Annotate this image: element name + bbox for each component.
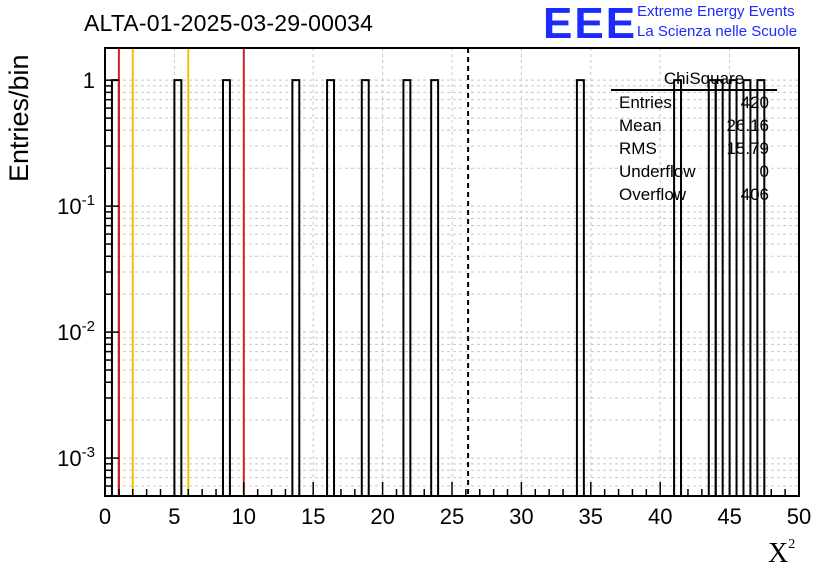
histogram-bar bbox=[714, 79, 724, 496]
histogram-bar bbox=[173, 79, 183, 496]
x-axis-label-base: X bbox=[768, 538, 789, 569]
stats-rows: Entries 420 Mean 26.16 RMS 15.79 Underflow 0 Ove… bbox=[611, 91, 777, 206]
x-tick-label: 35 bbox=[579, 504, 603, 529]
reference-lines bbox=[117, 48, 470, 496]
histogram-bar bbox=[742, 79, 752, 496]
stats-value: 420 bbox=[740, 93, 769, 112]
stats-row: Entries 420 bbox=[611, 91, 777, 114]
grid bbox=[105, 48, 799, 497]
histogram-bar bbox=[402, 79, 412, 496]
x-tick-label: 10 bbox=[232, 504, 256, 529]
stats-value: 0 bbox=[759, 162, 769, 181]
stats-row: Overflow 406 bbox=[611, 183, 777, 206]
x-axis-label-exp: 2 bbox=[788, 536, 796, 552]
histogram-bar bbox=[728, 79, 738, 496]
x-tick-label: 15 bbox=[301, 504, 325, 529]
x-tick-label: 0 bbox=[99, 504, 111, 529]
y-tick-label: 10-3 bbox=[57, 444, 95, 471]
axis-ticks: 0 5 10 15 20 25 30 35 40 45 50 10-3 10-2 10-1 1 bbox=[57, 68, 811, 529]
histogram-bar bbox=[575, 79, 585, 496]
y-tick-label: 1 bbox=[83, 68, 95, 93]
stats-rule bbox=[611, 89, 777, 91]
x-tick-label: 50 bbox=[787, 504, 811, 529]
y-tick-label: 10-1 bbox=[57, 192, 95, 219]
stats-value: 26.16 bbox=[726, 116, 769, 135]
stats-row: Underflow 0 bbox=[611, 160, 777, 183]
histogram-bar bbox=[291, 79, 301, 496]
histogram-bar bbox=[326, 79, 336, 496]
x-tick-label: 5 bbox=[168, 504, 180, 529]
stats-label: Underflow bbox=[619, 162, 696, 181]
x-axis-label: X2 bbox=[768, 536, 796, 570]
x-tick-label: 25 bbox=[440, 504, 464, 529]
x-tick-label: 30 bbox=[509, 504, 533, 529]
histogram-bar bbox=[756, 79, 766, 496]
stats-label: Entries bbox=[619, 93, 672, 112]
histogram-bar bbox=[430, 79, 440, 496]
stats-label: Overflow bbox=[619, 185, 687, 204]
stats-box: ChiSquare Entries 420 Mean 26.16 RMS 15.79 Und… bbox=[611, 67, 777, 206]
stats-value: 15.79 bbox=[726, 139, 769, 158]
x-tick-label: 20 bbox=[370, 504, 394, 529]
stats-label: RMS bbox=[619, 139, 657, 158]
stats-value: 406 bbox=[740, 185, 769, 204]
histogram-bar bbox=[360, 79, 370, 496]
logo-line-2: La Scienza nelle Scuole bbox=[637, 23, 798, 40]
histogram-bar bbox=[221, 79, 231, 496]
y-axis-label: Entries/bin bbox=[4, 54, 34, 182]
stats-label: Mean bbox=[619, 116, 662, 135]
y-tick-label: 10-2 bbox=[57, 318, 95, 345]
stats-title: ChiSquare bbox=[663, 69, 745, 88]
histogram-bars bbox=[110, 79, 766, 496]
logo-line-1: Extreme Energy Events bbox=[637, 3, 795, 20]
x-tick-label: 40 bbox=[648, 504, 672, 529]
histogram-bar bbox=[673, 79, 683, 496]
histogram-bar bbox=[110, 79, 120, 496]
stats-row: Mean 26.16 bbox=[611, 114, 777, 137]
chart-title: ALTA-01-2025-03-29-00034 bbox=[84, 10, 374, 36]
stats-row: RMS 15.79 bbox=[611, 137, 777, 160]
x-tick-label: 45 bbox=[717, 504, 741, 529]
eee-logo: EEE bbox=[543, 0, 638, 48]
